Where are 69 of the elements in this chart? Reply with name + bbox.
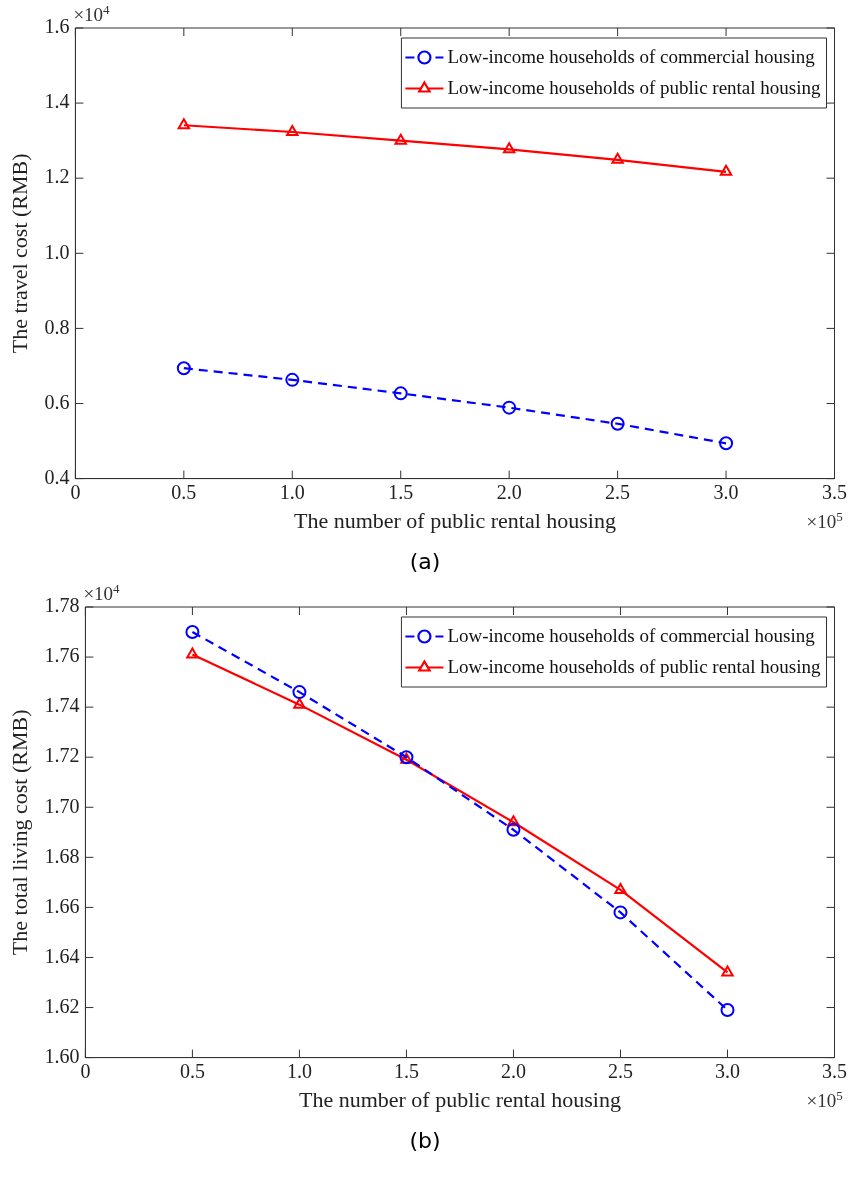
point: [393, 386, 408, 401]
point: [285, 372, 300, 387]
y-tick-label: 1.66: [44, 894, 80, 917]
legend-label: Low-income households of commercial housing: [447, 46, 816, 68]
point: [186, 647, 199, 659]
x-tick-label: 0.5: [171, 480, 197, 503]
point: [293, 697, 306, 709]
point: [610, 416, 625, 431]
y-axis-title: The travel cost (RMB): [6, 153, 32, 354]
text: ×10$^{5}$: [806, 508, 843, 533]
text: (a): [408, 548, 442, 576]
y-tick-label: 1.74: [44, 694, 80, 717]
point: [721, 965, 734, 977]
text: ×10$^{4}$: [73, 2, 110, 27]
x-tick-label: 1.0: [279, 480, 305, 503]
point: [292, 685, 307, 700]
point: [613, 905, 628, 920]
point: [185, 625, 200, 640]
y-tick-label: 1.6: [44, 15, 70, 38]
y-tick-label: 1.78: [44, 594, 80, 617]
point: [177, 118, 191, 130]
x-tick-label: 1.5: [393, 1059, 419, 1082]
x-tick-label: 3.0: [713, 480, 739, 503]
point: [502, 400, 517, 415]
x-tick-label: 0: [70, 480, 81, 503]
point: [502, 142, 516, 154]
x-tick-label: 1.5: [388, 480, 414, 503]
x-tick-label: 1.0: [286, 1059, 312, 1082]
legend-label: Low-income households of public rental housing: [447, 77, 821, 99]
point: [719, 164, 733, 176]
y-tick-label: 1.2: [44, 165, 70, 188]
x-tick-label: 2.5: [605, 480, 631, 503]
point: [720, 1003, 735, 1018]
x-tick-label: 2.0: [496, 480, 522, 503]
x-tick-label: 3.5: [822, 480, 847, 503]
x-tick-label: 2.0: [500, 1059, 526, 1082]
x-tick-label: 0: [80, 1059, 91, 1082]
point: [719, 436, 734, 451]
y-tick-label: 0.4: [44, 465, 70, 488]
point: [507, 815, 520, 827]
x-tick-label: 3.5: [822, 1059, 847, 1082]
point: [506, 822, 521, 837]
text: (b): [408, 1127, 442, 1155]
legend-label: Low-income households of commercial housing: [447, 625, 816, 647]
y-axis-title: The total living cost (RMB): [6, 709, 32, 956]
y-tick-label: 1.72: [44, 744, 80, 767]
y-tick-label: 1.76: [44, 644, 80, 667]
y-tick-label: 1.62: [44, 994, 80, 1017]
text: ×10$^{5}$: [806, 1087, 843, 1112]
y-tick-label: 1.70: [44, 794, 80, 817]
point: [286, 125, 299, 137]
point: [394, 133, 407, 145]
y-tick-label: 1.68: [44, 844, 80, 867]
y-tick-label: 1.64: [44, 944, 80, 967]
x-tick-label: 2.5: [607, 1059, 633, 1082]
y-tick-label: 1.4: [44, 90, 70, 113]
x-axis-title: The number of public rental housing: [298, 1086, 621, 1112]
x-tick-label: 3.0: [714, 1059, 740, 1082]
y-tick-label: 1.60: [44, 1044, 80, 1067]
point: [614, 882, 627, 894]
y-tick-label: 0.6: [44, 390, 70, 413]
x-tick-label: 0.5: [179, 1059, 205, 1082]
text: ×10$^{4}$: [83, 581, 120, 606]
point: [611, 152, 624, 164]
y-tick-label: 1.0: [44, 240, 70, 263]
x-axis-title: The number of public rental housing: [293, 507, 616, 533]
point: [176, 361, 191, 376]
y-tick-label: 0.8: [44, 315, 70, 338]
legend-label: Low-income households of public rental housing: [447, 656, 821, 678]
